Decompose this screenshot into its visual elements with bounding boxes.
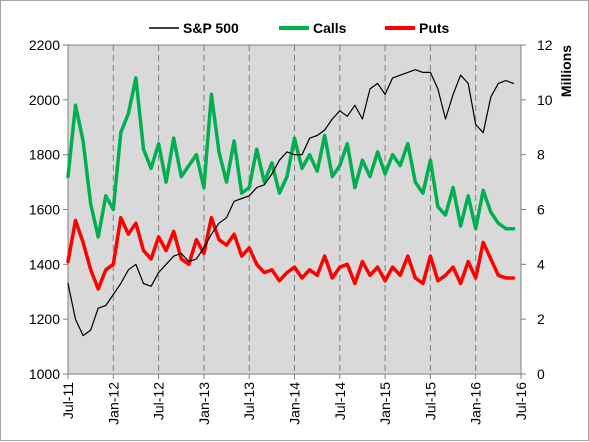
legend-label: Calls [313,20,347,36]
legend: S&P 500 Calls Puts [149,20,450,36]
x-tick-label: Jan-12 [105,382,121,425]
right-y-tick-label: 2 [537,311,545,327]
left-y-tick-label: 1400 [29,256,60,272]
left-y-tick-label: 1600 [29,202,60,218]
x-tick-label: Jul-13 [241,382,257,420]
left-y-tick-label: 1800 [29,147,60,163]
left-y-tick-label: 2200 [29,37,60,53]
x-tick-label: Jan-14 [287,382,303,425]
legend-label: Puts [419,20,450,36]
right-y-tick-label: 4 [537,256,545,272]
right-y-tick-label: 10 [537,92,553,108]
series-sp500-line [67,69,515,337]
x-tick-label: Jul-16 [513,382,529,420]
series-calls-line [66,76,516,239]
series-puts-line [66,215,516,291]
right-axis-title: Millions [558,45,574,97]
right-y-tick-label: 12 [537,37,553,53]
series-group [66,69,516,337]
right-y-tick-label: 0 [537,366,545,382]
x-tick-label: Jul-11 [60,382,76,419]
axes-group: Jul-11 Jan-12 Jul-12 Jan-13 Jul-13 Jan-14 Jul-… [29,37,553,425]
legend-label: S&P 500 [183,20,239,36]
right-y-tick-label: 8 [537,147,545,163]
left-y-tick-label: 2000 [29,92,60,108]
right-y-tick-label: 6 [537,202,545,218]
left-y-tick-label: 1200 [29,311,60,327]
x-tick-label: Jul-15 [422,382,438,420]
x-tick-label: Jul-14 [332,382,348,420]
x-tick-label: Jan-15 [377,382,393,425]
x-tick-label: Jul-12 [151,382,167,420]
left-y-tick-label: 1000 [29,366,60,382]
x-tick-label: Jan-13 [196,382,212,425]
x-tick-label: Jan-16 [468,382,484,425]
vertical-gridlines [112,45,477,374]
